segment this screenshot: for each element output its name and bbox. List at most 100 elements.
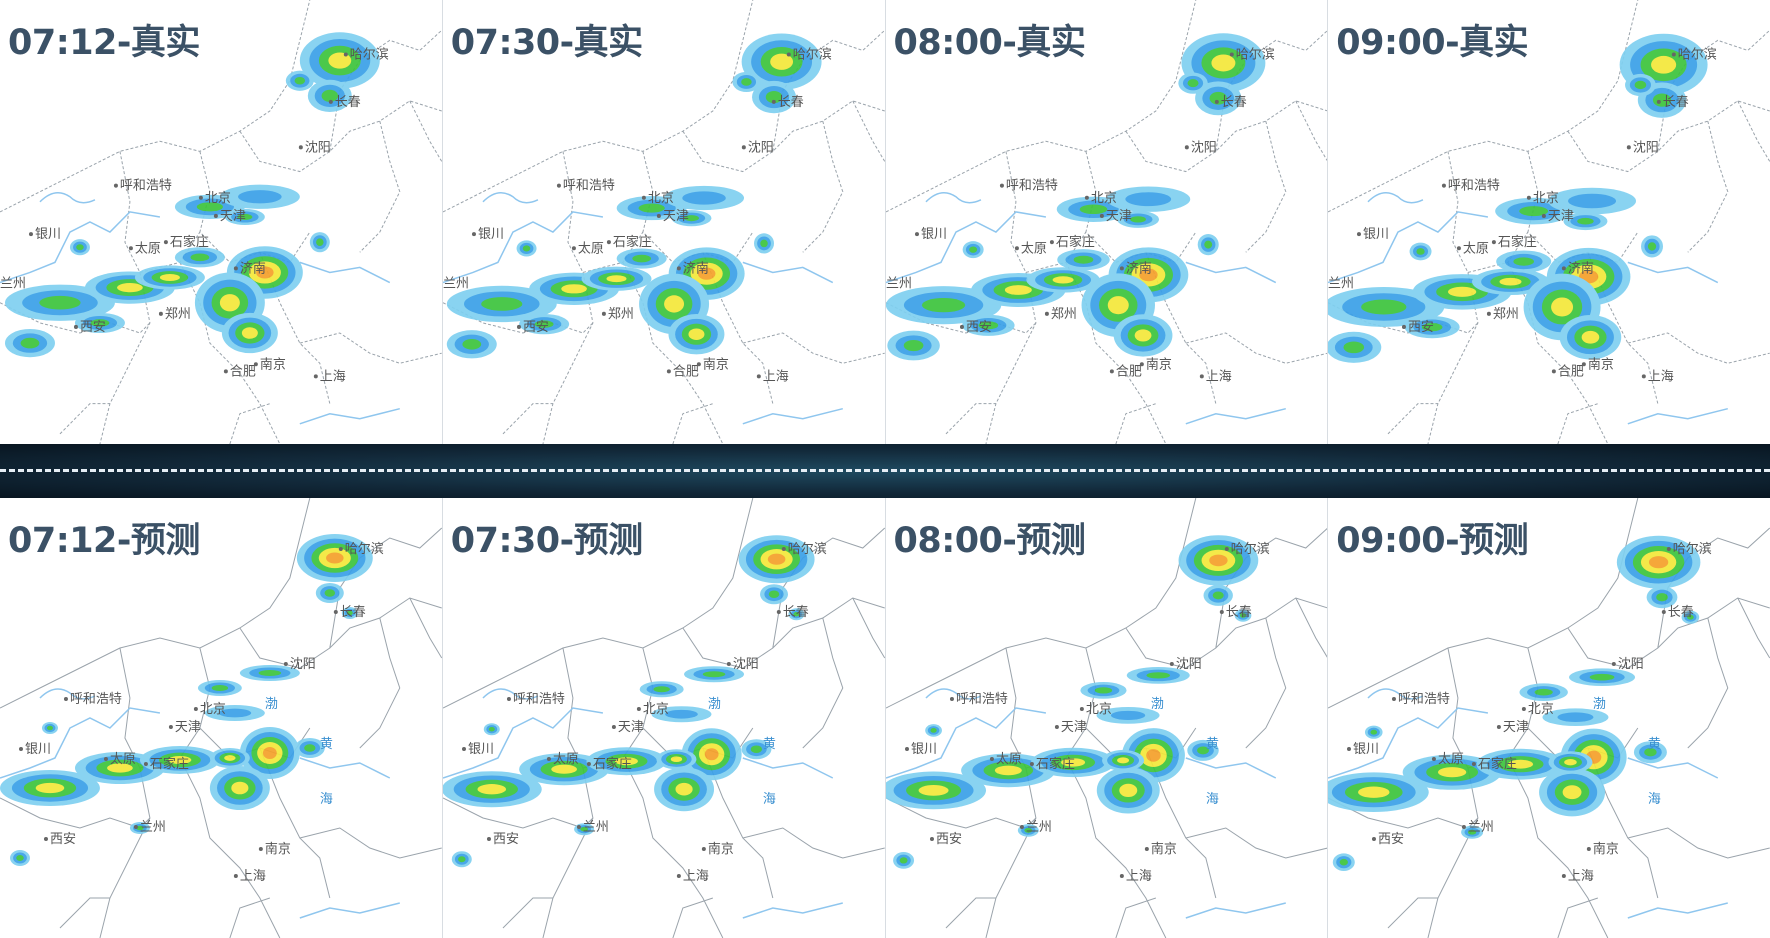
city-label: 兰州 (583, 820, 609, 835)
city-label: 上海 (683, 869, 709, 884)
city-label: 长春 (1220, 95, 1246, 110)
city-label: 石家庄 (613, 234, 652, 250)
city-label: 呼和浩特 (1448, 179, 1500, 194)
city-label: 天津 (663, 209, 689, 224)
border-line (299, 827, 442, 859)
border-line (1244, 617, 1286, 749)
border-line (1557, 403, 1599, 444)
city-dot (676, 874, 681, 878)
river-line (1627, 407, 1729, 425)
city-dot (73, 324, 78, 329)
city-dot (676, 266, 681, 271)
echo-level-2 (1653, 93, 1672, 107)
echo-level-2 (1468, 829, 1477, 835)
border-line (359, 617, 401, 749)
border-line (1114, 403, 1156, 444)
city-dot (546, 757, 551, 761)
border-line (1567, 597, 1770, 669)
sea-label: 海 (763, 792, 776, 807)
river-line (442, 211, 603, 284)
city-dot (1627, 145, 1632, 150)
echo-level-2 (324, 589, 336, 597)
city-dot (726, 662, 731, 666)
city-dot (1582, 362, 1587, 367)
echo-level-2 (1239, 613, 1246, 618)
city-label: 上海 (240, 869, 266, 884)
echo-level-2 (480, 297, 523, 311)
city-label: 银川 (25, 742, 51, 757)
city-dot (486, 837, 491, 841)
city-label: 石家庄 (1035, 756, 1074, 772)
city-label: 郑州 (165, 307, 191, 322)
rivers (442, 191, 843, 425)
city-dot (949, 697, 954, 701)
city-dot (1542, 213, 1547, 218)
border-line (502, 897, 553, 929)
border-line (622, 757, 724, 938)
city-label: 石家庄 (593, 756, 632, 772)
echo-level-2 (1212, 591, 1224, 600)
city-label: 呼和浩特 (120, 179, 172, 194)
echo-level-3 (1508, 759, 1534, 769)
border-line (802, 617, 844, 749)
city-dot (1054, 725, 1059, 729)
border-line (945, 897, 996, 929)
border-line (409, 597, 442, 659)
city-label: 郑州 (1050, 307, 1076, 322)
city-label: 上海 (1205, 369, 1231, 384)
border-line (1064, 757, 1166, 938)
border-line (1687, 617, 1729, 749)
city-label: 哈尔滨 (1235, 46, 1274, 62)
echo-level-3 (1562, 785, 1582, 800)
echo-level-2 (1343, 341, 1365, 354)
rivers (0, 688, 400, 919)
echo-level-3 (1052, 276, 1074, 284)
border-line (984, 767, 1036, 938)
border-line (1507, 757, 1609, 938)
city-dot (914, 232, 919, 237)
city-dot (313, 374, 318, 379)
rivers (1328, 191, 1729, 425)
city-dot (1044, 311, 1049, 316)
echo-level-3 (1651, 55, 1677, 74)
border-line (1124, 100, 1328, 173)
echo-level-1 (218, 708, 252, 718)
city-dot (1347, 747, 1352, 751)
city-label: 银川 (920, 227, 946, 242)
echo-level-3 (918, 785, 949, 796)
city-label: 济南 (240, 260, 266, 276)
echo-level-3 (994, 765, 1022, 776)
echo-level-2 (750, 745, 762, 753)
echo-level-2 (304, 744, 316, 752)
city-dot (1392, 697, 1397, 701)
observed-row: 哈尔滨 长春 沈阳 呼和浩特 北京 天津 银川 太原 石家庄 济南 西安 郑州 合肥 南京 上海 兰州 07:… (0, 0, 1770, 444)
city-label: 呼和浩特 (1005, 179, 1057, 194)
echo-level-3 (1448, 286, 1477, 297)
observed-panel: 哈尔滨 长春 沈阳 呼和浩特 北京 天津 银川 太原 石家庄 济南 西安 郑州 合肥 南京 上海 兰州 08:… (884, 0, 1328, 444)
sea-label: 海 (1648, 792, 1661, 807)
border-line (409, 100, 442, 162)
echo-level-3 (328, 52, 352, 69)
city-dot (1019, 825, 1024, 829)
city-dot (606, 240, 611, 245)
river-line (742, 261, 833, 284)
sea-label: 渤 (265, 696, 278, 712)
row-divider (0, 444, 1770, 498)
city-label: 北京 (200, 702, 226, 717)
panel-title: 07:30-真实 (450, 23, 643, 63)
echo-level-4 (1145, 749, 1161, 762)
echo-level-4 (1649, 556, 1669, 569)
city-label: 济南 (683, 260, 709, 276)
city-dot (786, 52, 791, 57)
border-line (1567, 100, 1770, 173)
echo-level-2 (136, 825, 144, 831)
city-label: 南京 (703, 356, 729, 372)
river-line (442, 707, 603, 779)
city-label: 哈尔滨 (1678, 46, 1717, 62)
city-dot (1119, 266, 1124, 271)
observed-panel: 哈尔滨 长春 沈阳 呼和浩特 北京 天津 银川 太原 石家庄 济南 西安 郑州 合肥 南京 上海 兰州 09:… (1327, 0, 1770, 444)
border-line (622, 262, 724, 444)
city-label: 长春 (783, 605, 809, 620)
sea-labels: 渤黄海 (1150, 696, 1218, 807)
river-line (1185, 261, 1276, 284)
